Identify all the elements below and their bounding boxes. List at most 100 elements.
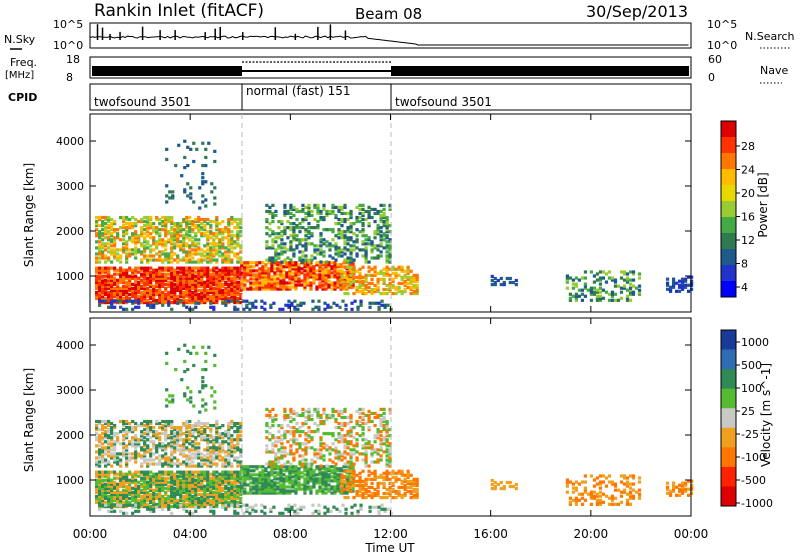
heatmap-cell [334, 215, 338, 220]
heatmap-cell [230, 472, 234, 476]
heatmap-cell [221, 244, 225, 248]
heatmap-cell [158, 484, 162, 488]
heatmap-cell [185, 219, 189, 224]
heatmap-cell [218, 230, 222, 234]
heatmap-cell [328, 228, 332, 232]
heatmap-cell [98, 250, 102, 254]
heatmap-cell [267, 267, 271, 271]
heatmap-cell [125, 274, 129, 278]
heatmap-cell [185, 230, 189, 234]
heatmap-cell [170, 452, 174, 456]
heatmap-cell [152, 476, 156, 480]
heatmap-cell [243, 475, 247, 479]
heatmap-cell [261, 277, 265, 281]
heatmap-cell [140, 490, 144, 494]
heatmap-cell [149, 452, 153, 456]
heatmap-cell [215, 448, 219, 452]
heatmap-cell [158, 276, 162, 280]
heatmap-cell [224, 254, 228, 258]
heatmap-cell [224, 272, 228, 276]
heatmap-cell [119, 472, 123, 476]
heatmap-cell [233, 430, 237, 434]
heatmap-cell [170, 294, 174, 299]
heatmap-cell [134, 492, 138, 497]
heatmap-cell [95, 274, 99, 278]
heatmap-cell [113, 244, 117, 248]
heatmap-cell [246, 263, 250, 267]
heatmap-cell [265, 448, 269, 452]
heatmap-cell [149, 458, 153, 462]
heatmap-cell [252, 277, 256, 281]
heatmap-cell [352, 267, 356, 271]
heatmap-cell [212, 234, 216, 238]
heatmap-cell [119, 498, 123, 503]
heatmap-cell [358, 273, 362, 277]
heatmap-cell [400, 269, 404, 273]
heatmap-cell [300, 279, 304, 283]
heatmap-cell [340, 230, 344, 234]
heatmap-cell [185, 474, 189, 478]
heatmap-cell [101, 498, 105, 503]
heatmap-cell [173, 244, 177, 248]
heatmap-cell [101, 484, 105, 488]
heatmap-cell [161, 446, 165, 450]
heatmap-cell [230, 299, 234, 303]
heatmap-cell [379, 215, 383, 220]
heatmap-cell [170, 240, 174, 244]
heatmap-cell [143, 492, 147, 497]
heatmap-cell [270, 487, 274, 491]
heatmap-cell [291, 485, 295, 489]
heatmap-cell [373, 211, 377, 216]
heatmap-cell [179, 222, 183, 226]
heatmap-cell [164, 276, 168, 280]
heatmap-cell [101, 472, 105, 476]
heatmap-cell [146, 423, 150, 428]
heatmap-cell [388, 252, 392, 256]
heatmap-cell [155, 242, 159, 246]
heatmap-cell [306, 485, 310, 489]
heatmap-cell [270, 277, 274, 281]
heatmap-cell [309, 491, 313, 495]
heatmap-cell [324, 469, 328, 473]
heatmap-cell [191, 440, 195, 444]
heatmap-cell [242, 307, 246, 311]
heatmap-cell [206, 494, 210, 499]
heatmap-cell [291, 265, 295, 269]
heatmap-cell [101, 280, 105, 284]
heatmap-cell [170, 464, 174, 468]
heatmap-cell [125, 232, 129, 236]
heatmap-cell [149, 288, 153, 293]
heatmap-cell [221, 486, 225, 490]
heatmap-cell [236, 474, 240, 478]
heatmap-cell [188, 470, 192, 474]
heatmap-cell [598, 286, 603, 290]
heatmap-cell [361, 281, 365, 286]
heatmap-cell [394, 285, 398, 290]
heatmap-cell [128, 484, 132, 488]
heatmap-cell [236, 488, 240, 492]
heatmap-cell [212, 292, 216, 297]
heatmap-cell [215, 250, 219, 254]
heatmap-cell [98, 472, 102, 476]
heatmap-cell [230, 217, 234, 222]
heatmap-cell [240, 281, 244, 285]
heatmap-cell [125, 270, 129, 274]
heatmap-cell [146, 224, 150, 228]
heatmap-cell [306, 269, 310, 273]
heatmap-cell [227, 234, 231, 238]
heatmap-cell [261, 475, 265, 479]
heatmap-cell [333, 265, 337, 269]
heatmap-cell [249, 485, 253, 489]
heatmap-cell [212, 278, 216, 282]
heatmap-cell [95, 423, 99, 428]
heatmap-cell [170, 436, 174, 440]
heatmap-cell [143, 444, 147, 448]
heatmap-cell [188, 278, 192, 282]
heatmap-cell [101, 250, 105, 254]
heatmap-cell [337, 209, 341, 214]
heatmap-cell [161, 242, 165, 246]
heatmap-cell [152, 242, 156, 246]
heatmap-cell [167, 464, 171, 468]
heatmap-cell [289, 432, 293, 436]
heatmap-cell [227, 428, 231, 432]
